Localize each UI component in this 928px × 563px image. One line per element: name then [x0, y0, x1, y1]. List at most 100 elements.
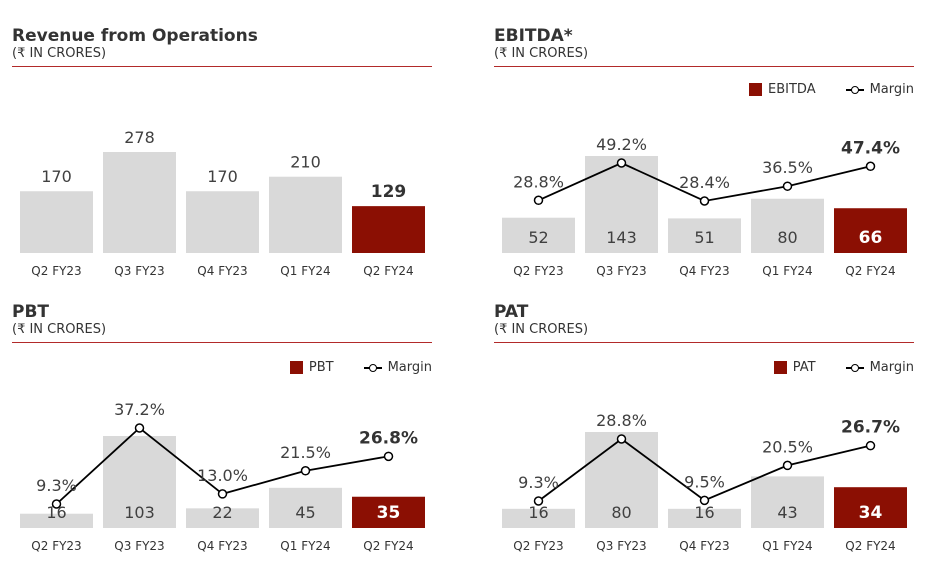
chart-svg-revenue: 170 Q2 FY23 278 Q3 FY23 170 Q4 FY23 210 Q1 FY24…	[20, 128, 425, 278]
value-label: 170	[207, 167, 238, 186]
category-label: Q2 FY23	[31, 264, 81, 278]
legend-line-label: Margin	[387, 360, 432, 375]
chart-subtitle: (₹ IN CRORES)	[494, 46, 589, 61]
bar	[585, 156, 658, 253]
category-label: Q4 FY23	[679, 264, 729, 278]
margin-point	[217, 489, 228, 499]
bar	[352, 206, 425, 253]
margin-label: 47.4%	[841, 138, 900, 158]
value-label: 34	[859, 503, 883, 523]
margin-point	[383, 451, 394, 462]
category-label: Q4 FY23	[197, 539, 247, 553]
title-rule	[494, 66, 914, 67]
bar	[502, 217, 575, 253]
legend: EBITDA Margin	[749, 82, 914, 97]
margin-point	[699, 495, 710, 506]
value-label: 80	[611, 503, 631, 522]
margin-label: 26.8%	[359, 428, 418, 448]
bar	[20, 513, 93, 528]
category-label: Q2 FY24	[845, 539, 895, 553]
margin-label: 28.8%	[596, 411, 647, 430]
value-label: 278	[124, 128, 155, 147]
legend-line-icon	[845, 85, 864, 95]
chart-title: PBT	[12, 302, 50, 322]
margin-label: 9.5%	[684, 472, 725, 491]
value-label: 143	[606, 228, 637, 247]
value-label: 16	[46, 503, 66, 522]
legend-line-label: Margin	[869, 82, 914, 97]
bar	[103, 152, 176, 253]
bar	[352, 496, 425, 528]
value-label: 52	[528, 228, 548, 247]
chart-title: Revenue from Operations	[12, 26, 258, 46]
category-label: Q2 FY23	[31, 539, 81, 553]
category-label: Q2 FY24	[363, 264, 413, 278]
category-label: Q1 FY24	[280, 264, 330, 278]
legend: PAT Margin	[773, 360, 914, 375]
chart-subtitle: (₹ IN CRORES)	[12, 46, 107, 61]
legend-line-icon	[363, 363, 382, 373]
chart-subtitle: (₹ IN CRORES)	[494, 322, 589, 337]
category-label: Q4 FY23	[197, 264, 247, 278]
chart-svg-ebitda: 52 Q2 FY23 143 Q3 FY23 51 Q4 FY23 80 Q1 FY24 66 Q…	[502, 135, 907, 278]
margin-point	[865, 161, 876, 172]
margin-point	[782, 460, 793, 471]
margin-label: 28.4%	[679, 173, 730, 192]
legend-bar-swatch	[289, 361, 303, 374]
chart-title: PAT	[494, 302, 529, 322]
panel-revenue: Revenue from Operations (₹ IN CRORES) 17…	[12, 26, 432, 286]
bar	[668, 508, 741, 528]
category-label: Q3 FY23	[114, 539, 164, 553]
chart-title: EBITDA*	[494, 26, 573, 46]
margin-label: 49.2%	[596, 135, 647, 154]
category-label: Q2 FY23	[513, 539, 563, 553]
category-label: Q1 FY24	[762, 264, 812, 278]
bar	[834, 487, 907, 528]
margin-label: 21.5%	[280, 443, 331, 462]
value-label: 103	[124, 503, 155, 522]
margin-point	[699, 196, 710, 206]
chart-svg-pbt: 16 Q2 FY23 103 Q3 FY23 22 Q4 FY23 45 Q1 FY24 35 Q…	[20, 400, 425, 553]
legend-line-label: Margin	[869, 360, 914, 375]
margin-point	[533, 195, 544, 206]
legend-bar-label: PBT	[308, 360, 334, 375]
bar	[834, 208, 907, 253]
panel-pbt: PBT (₹ IN CRORES) PBT Margin 16 Q2 FY23 10…	[12, 302, 432, 562]
margin-point	[865, 440, 876, 451]
chart-svg-pat: 16 Q2 FY23 80 Q3 FY23 16 Q4 FY23 43 Q1 FY24 34 Q2…	[502, 411, 907, 553]
margin-label: 26.7%	[841, 418, 900, 438]
margin-point	[300, 466, 311, 476]
chart-subtitle: (₹ IN CRORES)	[12, 322, 107, 337]
legend-bar-label: EBITDA	[768, 82, 816, 97]
bar	[269, 176, 342, 253]
legend-line-icon	[845, 363, 864, 373]
margin-point	[134, 423, 145, 433]
value-label: 45	[295, 503, 315, 522]
margin-point	[616, 434, 627, 444]
margin-point	[51, 499, 62, 509]
bar	[585, 432, 658, 528]
margin-label: 20.5%	[762, 437, 813, 456]
value-label: 210	[290, 153, 321, 172]
category-label: Q2 FY24	[845, 264, 895, 278]
margin-label: 37.2%	[114, 400, 165, 419]
margin-label: 9.3%	[36, 476, 77, 495]
title-rule	[12, 66, 432, 67]
bar	[751, 198, 824, 253]
bar	[186, 508, 259, 528]
value-label: 22	[212, 503, 232, 522]
category-label: Q3 FY23	[114, 264, 164, 278]
bar	[668, 218, 741, 253]
value-label: 51	[694, 228, 714, 247]
category-label: Q4 FY23	[679, 539, 729, 553]
value-label: 170	[41, 167, 72, 186]
margin-point	[616, 158, 627, 168]
category-label: Q1 FY24	[762, 539, 812, 553]
legend-bar-label: PAT	[792, 360, 816, 375]
margin-point	[782, 181, 793, 191]
bar	[20, 191, 93, 253]
value-label: 80	[777, 228, 797, 247]
value-label: 16	[694, 503, 714, 522]
margin-label: 36.5%	[762, 158, 813, 177]
margin-label: 13.0%	[197, 466, 248, 485]
